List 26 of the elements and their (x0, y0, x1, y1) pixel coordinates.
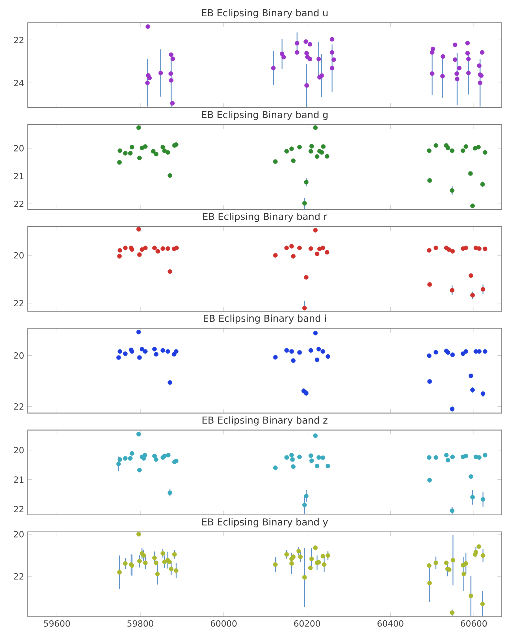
y-tick-label: 20 (14, 145, 24, 152)
x-tick-label: 59600 (44, 620, 70, 627)
chart-title: EB Eclipsing Binary band g (202, 111, 328, 120)
y-tick-label: 20 (14, 531, 24, 538)
chart-title: EB Eclipsing Binary band u (202, 9, 328, 18)
x-tick-label: 60600 (461, 620, 488, 627)
y-tick-label: 22 (14, 506, 24, 512)
x-tick-label: 59800 (128, 620, 154, 627)
chart-title: EB Eclipsing Binary band r (203, 212, 328, 222)
chart-title: EB Eclipsing Binary band z (202, 416, 328, 426)
y-tick-label: 20 (14, 252, 24, 259)
x-tick-label: 60200 (294, 620, 320, 627)
y-tick-label: 24 (14, 80, 24, 86)
y-tick-label: 21 (14, 476, 24, 483)
y-tick-label: 20 (14, 352, 24, 359)
x-tick-label: 60000 (211, 620, 237, 627)
y-tick-label: 22 (14, 300, 24, 307)
y-tick-label: 21 (14, 173, 24, 180)
y-tick-label: 20 (14, 447, 24, 454)
y-tick-label: 22 (14, 573, 24, 580)
chart-title: EB Eclipsing Binary band y (202, 518, 328, 528)
y-tick-label: 22 (14, 200, 24, 208)
y-tick-label: 22 (14, 404, 24, 410)
x-tick-label: 60400 (378, 620, 404, 627)
y-tick-label: 22 (14, 37, 24, 44)
chart-title: EB Eclipsing Binary band i (204, 314, 326, 324)
